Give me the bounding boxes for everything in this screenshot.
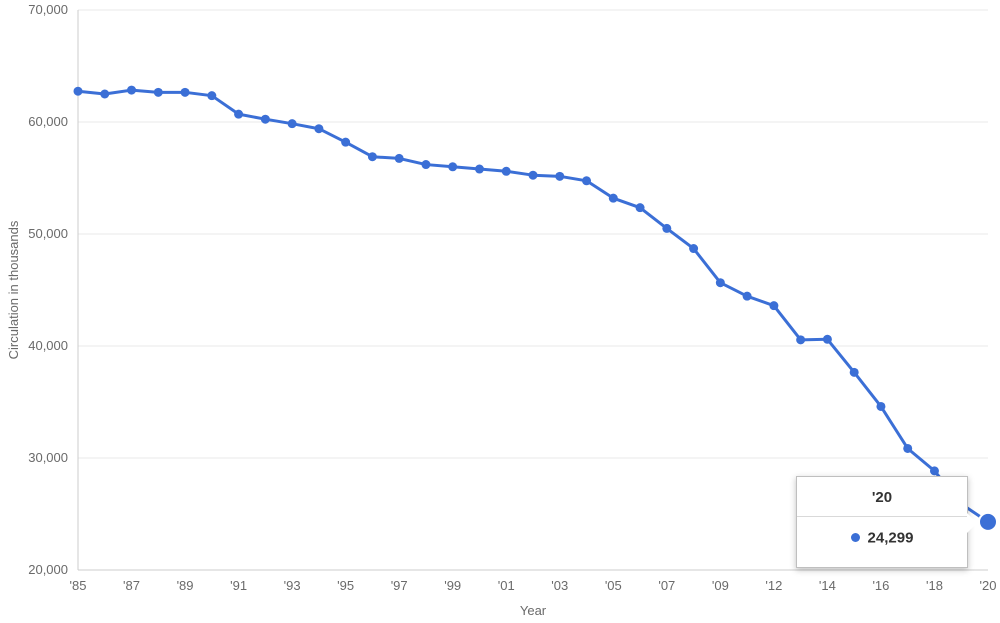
data-point[interactable]: [582, 176, 591, 185]
x-tick-label: '20: [980, 578, 997, 593]
x-tick-label: '93: [284, 578, 301, 593]
x-tick-label: '07: [658, 578, 675, 593]
x-tick-label: '18: [926, 578, 943, 593]
data-point[interactable]: [74, 87, 83, 96]
data-point[interactable]: [609, 194, 618, 203]
data-point[interactable]: [502, 167, 511, 176]
tooltip-title: '20: [797, 477, 967, 517]
data-point[interactable]: [903, 444, 912, 453]
data-point[interactable]: [234, 110, 243, 119]
data-point[interactable]: [716, 278, 725, 287]
data-point[interactable]: [475, 165, 484, 174]
series-line: [78, 90, 988, 522]
x-tick-label: '91: [230, 578, 247, 593]
data-point[interactable]: [288, 119, 297, 128]
y-tick-label: 40,000: [28, 338, 68, 353]
tooltip-value: 24,299: [868, 529, 914, 546]
data-point[interactable]: [636, 203, 645, 212]
data-point[interactable]: [421, 160, 430, 169]
x-tick-label: '03: [551, 578, 568, 593]
data-point[interactable]: [207, 91, 216, 100]
data-point[interactable]: [341, 138, 350, 147]
data-point[interactable]: [448, 162, 457, 171]
data-point[interactable]: [368, 152, 377, 161]
y-tick-label: 20,000: [28, 562, 68, 577]
x-tick-label: '05: [605, 578, 622, 593]
data-point[interactable]: [930, 466, 939, 475]
tooltip-caret-icon: [967, 513, 977, 533]
x-tick-label: '95: [337, 578, 354, 593]
y-tick-label: 70,000: [28, 2, 68, 17]
x-axis-title: Year: [520, 603, 547, 618]
data-point[interactable]: [395, 154, 404, 163]
data-point[interactable]: [876, 402, 885, 411]
y-axis-title: Circulation in thousands: [6, 220, 21, 359]
data-point[interactable]: [662, 224, 671, 233]
x-tick-label: '85: [70, 578, 87, 593]
highlight-point[interactable]: [979, 513, 997, 531]
data-point[interactable]: [529, 171, 538, 180]
data-point[interactable]: [154, 88, 163, 97]
x-tick-label: '12: [765, 578, 782, 593]
data-point[interactable]: [823, 335, 832, 344]
data-point[interactable]: [743, 292, 752, 301]
x-tick-label: '87: [123, 578, 140, 593]
tooltip-bullet-icon: [851, 533, 860, 542]
y-tick-label: 50,000: [28, 226, 68, 241]
x-tick-label: '97: [391, 578, 408, 593]
data-point[interactable]: [261, 115, 270, 124]
x-tick-label: '16: [872, 578, 889, 593]
x-tick-label: '14: [819, 578, 836, 593]
y-tick-label: 30,000: [28, 450, 68, 465]
x-tick-label: '01: [498, 578, 515, 593]
data-point[interactable]: [796, 335, 805, 344]
y-tick-label: 60,000: [28, 114, 68, 129]
x-tick-label: '99: [444, 578, 461, 593]
x-tick-label: '89: [177, 578, 194, 593]
data-point[interactable]: [100, 90, 109, 99]
tooltip-body: 24,299: [797, 517, 967, 561]
chart-container: 20,000 30,000 40,000 50,000 60,000 70,000 '85 '…: [0, 0, 1000, 623]
data-point[interactable]: [314, 124, 323, 133]
data-point[interactable]: [181, 88, 190, 97]
chart-tooltip: '20 24,299: [796, 476, 968, 568]
data-point[interactable]: [555, 172, 564, 181]
x-tick-label: '09: [712, 578, 729, 593]
data-point[interactable]: [769, 301, 778, 310]
data-point[interactable]: [850, 368, 859, 377]
data-point[interactable]: [127, 86, 136, 95]
data-point[interactable]: [689, 244, 698, 253]
